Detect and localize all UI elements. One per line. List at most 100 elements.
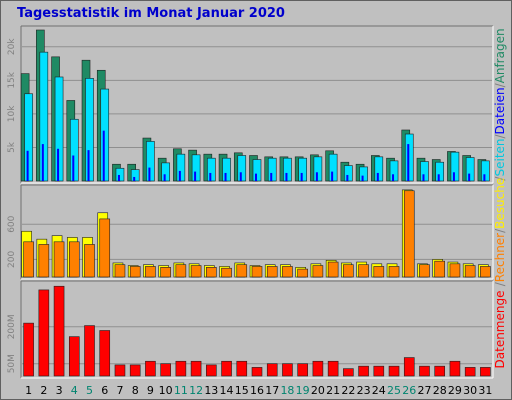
top-bar-seiten bbox=[331, 171, 334, 181]
middle-bar-rechner bbox=[145, 266, 156, 278]
bottom-bar-datenmenge bbox=[449, 360, 461, 377]
top-legend: /Seiten/Dateien/Anfragen bbox=[493, 28, 507, 180]
x-axis-day-label: 26 bbox=[402, 384, 416, 397]
middle-bar-rechner bbox=[206, 267, 217, 278]
x-axis-day-label: 4 bbox=[71, 384, 78, 397]
x-axis-day-label: 12 bbox=[189, 384, 203, 397]
top-bar-seiten bbox=[361, 175, 364, 181]
top-bar-seiten bbox=[209, 172, 212, 181]
top-bar-seiten bbox=[452, 172, 455, 181]
top-bar-seiten bbox=[57, 148, 60, 181]
x-axis-day-label: 28 bbox=[433, 384, 447, 397]
middle-bar-rechner bbox=[388, 266, 400, 278]
x-axis-day-label: 2 bbox=[40, 384, 47, 397]
x-axis-day-label: 20 bbox=[311, 384, 325, 397]
top-bar-seiten bbox=[194, 171, 197, 181]
legend-dateien: Dateien bbox=[493, 87, 507, 134]
legend-separator: / bbox=[493, 176, 507, 181]
middle-bar-rechner bbox=[282, 266, 293, 278]
bottom-bar-datenmenge bbox=[282, 363, 293, 377]
bottom-bar-datenmenge bbox=[175, 360, 187, 377]
bottom-legend: Datenmenge bbox=[493, 291, 507, 369]
x-axis-day-label: 3 bbox=[56, 384, 63, 397]
x-axis-day-label: 16 bbox=[250, 384, 264, 397]
middle-bar-rechner bbox=[251, 266, 263, 278]
bottom-bar-datenmenge bbox=[297, 363, 308, 377]
x-axis-day-label: 31 bbox=[478, 384, 492, 397]
middle-bar-rechner bbox=[175, 264, 187, 278]
middle-bar-rechner bbox=[343, 264, 354, 278]
middle-bar-rechner bbox=[99, 218, 111, 278]
top-bar-seiten bbox=[346, 174, 349, 181]
bottom-bar-datenmenge bbox=[343, 368, 354, 377]
top-bar-seiten bbox=[148, 167, 151, 181]
bottom-ytick-label: 50M bbox=[7, 354, 17, 373]
middle-bar-rechner bbox=[480, 266, 491, 278]
x-axis-day-label: 8 bbox=[132, 384, 139, 397]
top-bar-seiten bbox=[422, 174, 425, 181]
middle-bar-rechner bbox=[160, 267, 171, 278]
legend-rechner: Rechner bbox=[493, 233, 507, 282]
middle-bar-rechner bbox=[464, 265, 476, 278]
bottom-ytick-label: 200M bbox=[7, 314, 17, 339]
top-bar-seiten bbox=[26, 150, 29, 181]
legend-separator: / bbox=[493, 281, 507, 286]
x-axis-day-label: 10 bbox=[159, 384, 173, 397]
bottom-bar-datenmenge bbox=[190, 360, 202, 377]
top-bar-seiten bbox=[483, 174, 486, 181]
bottom-bar-datenmenge bbox=[403, 357, 415, 377]
bottom-bar-datenmenge bbox=[480, 367, 491, 377]
middle-bar-rechner bbox=[449, 263, 461, 278]
middle-bar-rechner bbox=[53, 241, 65, 278]
top-bar-seiten bbox=[178, 170, 181, 181]
bottom-bar-datenmenge bbox=[373, 365, 385, 377]
x-axis-day-label: 25 bbox=[387, 384, 401, 397]
x-axis-day-label: 5 bbox=[86, 384, 93, 397]
top-bar-seiten bbox=[117, 174, 120, 181]
top-bar-seiten bbox=[407, 144, 410, 181]
middle-bar-rechner bbox=[297, 268, 308, 278]
legend-anfragen: Anfragen bbox=[493, 28, 507, 83]
x-axis-day-label: 27 bbox=[417, 384, 431, 397]
x-axis-day-label: 1 bbox=[25, 384, 32, 397]
top-bar-seiten bbox=[315, 172, 318, 181]
middle-bar-rechner bbox=[190, 265, 202, 278]
top-bar-seiten bbox=[285, 172, 288, 181]
chart-title: Tagesstatistik im Monat Januar 2020 bbox=[17, 6, 285, 21]
middle-ytick-label: 200 bbox=[7, 251, 17, 268]
legend-besuche: Besuche bbox=[493, 178, 507, 229]
top-bar-seiten bbox=[468, 173, 471, 181]
bottom-bar-datenmenge bbox=[327, 360, 339, 377]
top-bar-seiten bbox=[102, 130, 105, 181]
x-axis-day-label: 19 bbox=[296, 384, 310, 397]
top-ytick-label: 15k bbox=[7, 71, 17, 88]
bottom-bar-datenmenge bbox=[129, 364, 141, 377]
bottom-bar-datenmenge bbox=[236, 360, 248, 377]
x-axis-day-label: 11 bbox=[174, 384, 188, 397]
middle-ytick-label: 600 bbox=[7, 215, 17, 232]
x-axis-day-label: 29 bbox=[448, 384, 462, 397]
bottom-bar-datenmenge bbox=[434, 365, 446, 377]
legend-separator: / bbox=[493, 133, 507, 138]
middle-bar-rechner bbox=[373, 266, 385, 278]
top-ytick-label: 10k bbox=[7, 105, 17, 122]
bottom-bar-datenmenge bbox=[23, 322, 34, 377]
x-axis-day-label: 7 bbox=[116, 384, 123, 397]
middle-bar-rechner bbox=[84, 244, 95, 278]
bottom-bar-datenmenge bbox=[84, 325, 95, 377]
top-ytick-label: 5k bbox=[7, 141, 17, 153]
legend-seiten: Seiten bbox=[493, 138, 507, 176]
middle-bar-rechner bbox=[403, 190, 415, 278]
top-bar-seiten bbox=[224, 172, 227, 181]
x-axis-day-label: 9 bbox=[147, 384, 154, 397]
top-bar-seiten bbox=[163, 174, 166, 181]
top-ytick-label: 20k bbox=[7, 38, 17, 55]
x-axis-day-label: 24 bbox=[372, 384, 386, 397]
x-axis-day-label: 22 bbox=[341, 384, 355, 397]
bottom-bar-datenmenge bbox=[464, 367, 476, 377]
top-bar-seiten bbox=[41, 144, 44, 181]
bottom-bar-datenmenge bbox=[266, 363, 278, 377]
x-axis-day-label: 14 bbox=[220, 384, 234, 397]
